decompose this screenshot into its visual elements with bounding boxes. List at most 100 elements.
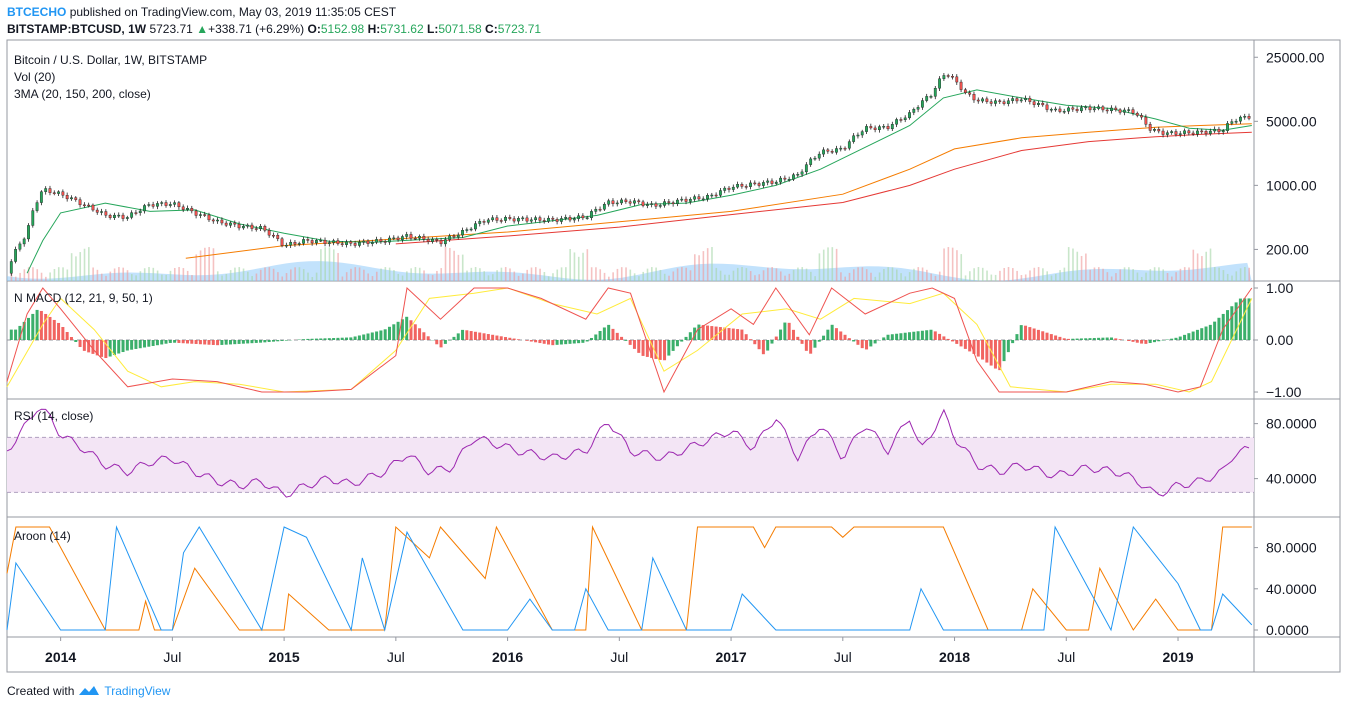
candle-body: [564, 216, 568, 219]
tradingview-logo-icon: [79, 686, 100, 695]
volume-bar: [814, 276, 816, 281]
macd-histogram-bar: [1140, 340, 1144, 344]
candle-body: [439, 240, 443, 245]
volume-bar: [513, 271, 516, 281]
candle-body: [332, 240, 336, 243]
macd-histogram-bar: [345, 337, 349, 340]
macd-histogram-bar: [602, 327, 606, 340]
candle-body: [272, 234, 275, 237]
open-value: 5152.98: [320, 22, 365, 36]
candle-body: [1213, 128, 1217, 132]
macd-histogram-bar: [577, 340, 581, 344]
candle-body: [194, 210, 198, 216]
candle-body: [452, 235, 456, 238]
candle-body: [602, 204, 606, 210]
volume-bar: [474, 267, 477, 281]
macd-histogram-bar: [284, 340, 288, 341]
macd-histogram-bar: [869, 340, 873, 347]
volume-bar: [1072, 248, 1074, 281]
volume-bar: [371, 276, 374, 281]
candle-body: [263, 226, 267, 231]
macd-histogram-bar: [18, 325, 22, 340]
candle-body: [1006, 100, 1010, 104]
candle-body: [358, 242, 361, 246]
volume-bar: [1033, 267, 1036, 281]
macd-histogram-bar: [933, 331, 937, 340]
volume-bar: [70, 253, 73, 281]
macd-histogram-bar: [989, 340, 993, 366]
tradingview-brand[interactable]: TradingView: [104, 684, 171, 698]
macd-histogram-bar: [237, 340, 241, 344]
candle-body: [719, 190, 722, 196]
macd-histogram-bar: [675, 340, 679, 347]
candle-body: [375, 239, 378, 243]
macd-histogram-bar: [52, 319, 56, 340]
candle-body: [465, 229, 469, 231]
aroon-tick-label: 0.0000: [1266, 622, 1309, 638]
macd-histogram-bar: [1200, 328, 1204, 340]
candle-body: [693, 196, 697, 200]
volume-bar: [938, 271, 941, 281]
candle-body: [770, 180, 774, 184]
candle-body: [293, 241, 297, 245]
macd-histogram-bar: [1071, 338, 1075, 340]
macd-histogram-bar: [1054, 335, 1058, 340]
volume-bar: [294, 267, 296, 281]
macd-histogram-bar: [813, 340, 817, 348]
publish-text: published on TradingView.com, May 03, 20…: [69, 5, 397, 19]
volume-bar: [62, 267, 64, 281]
volume-bar: [1222, 270, 1225, 281]
candle-body: [117, 214, 121, 217]
macd-histogram-bar: [847, 338, 851, 340]
candle-body: [1054, 108, 1058, 111]
macd-histogram-bar: [925, 330, 929, 340]
volume-bar: [165, 274, 167, 281]
volume-bar: [1192, 249, 1195, 281]
volume-bar: [930, 273, 932, 281]
volume-bar: [173, 267, 176, 281]
publisher-user[interactable]: BTCECHO: [7, 5, 67, 19]
macd-histogram-bar: [920, 330, 924, 340]
volume-bar: [1054, 273, 1057, 281]
volume-bar: [870, 272, 872, 281]
candle-body: [164, 202, 168, 206]
macd-histogram-bar: [534, 340, 538, 343]
candle-body: [1092, 108, 1096, 111]
candle-body: [134, 212, 138, 214]
macd-histogram-bar: [1118, 339, 1122, 340]
volume-bar: [264, 267, 266, 281]
macd-histogram-bar: [950, 340, 954, 342]
macd-histogram-bar: [547, 340, 551, 345]
volume-bar: [79, 252, 82, 281]
volume-bar: [711, 247, 713, 281]
macd-histogram-bar: [375, 331, 379, 340]
candle-body: [151, 204, 155, 207]
candle-body: [826, 149, 830, 152]
macd-histogram-bar: [26, 317, 30, 340]
volume-bar: [728, 274, 730, 281]
macd-histogram-bar: [499, 336, 503, 340]
candle-body: [740, 184, 744, 187]
volume-bar: [616, 268, 619, 281]
candle-body: [633, 200, 636, 204]
volume-bar: [1042, 268, 1044, 281]
macd-histogram-bar: [1144, 340, 1148, 344]
macd-histogram-bar: [998, 340, 1002, 371]
volume-bar: [118, 267, 120, 281]
macd-histogram-bar: [504, 337, 508, 340]
candle-body: [130, 212, 134, 218]
time-tick-label: Jul: [610, 649, 628, 665]
candle-body: [843, 147, 847, 150]
macd-histogram-bar: [1079, 338, 1083, 340]
volume-bar: [247, 271, 249, 281]
macd-histogram-bar: [740, 329, 744, 340]
candle-body: [504, 217, 507, 221]
candle-body: [499, 220, 503, 222]
candle-body: [1170, 131, 1174, 133]
candle-body: [882, 126, 886, 128]
volume-bar: [1179, 268, 1182, 281]
macd-histogram-bar: [276, 340, 280, 342]
volume-bar: [186, 270, 189, 281]
volume-bar: [92, 267, 94, 281]
